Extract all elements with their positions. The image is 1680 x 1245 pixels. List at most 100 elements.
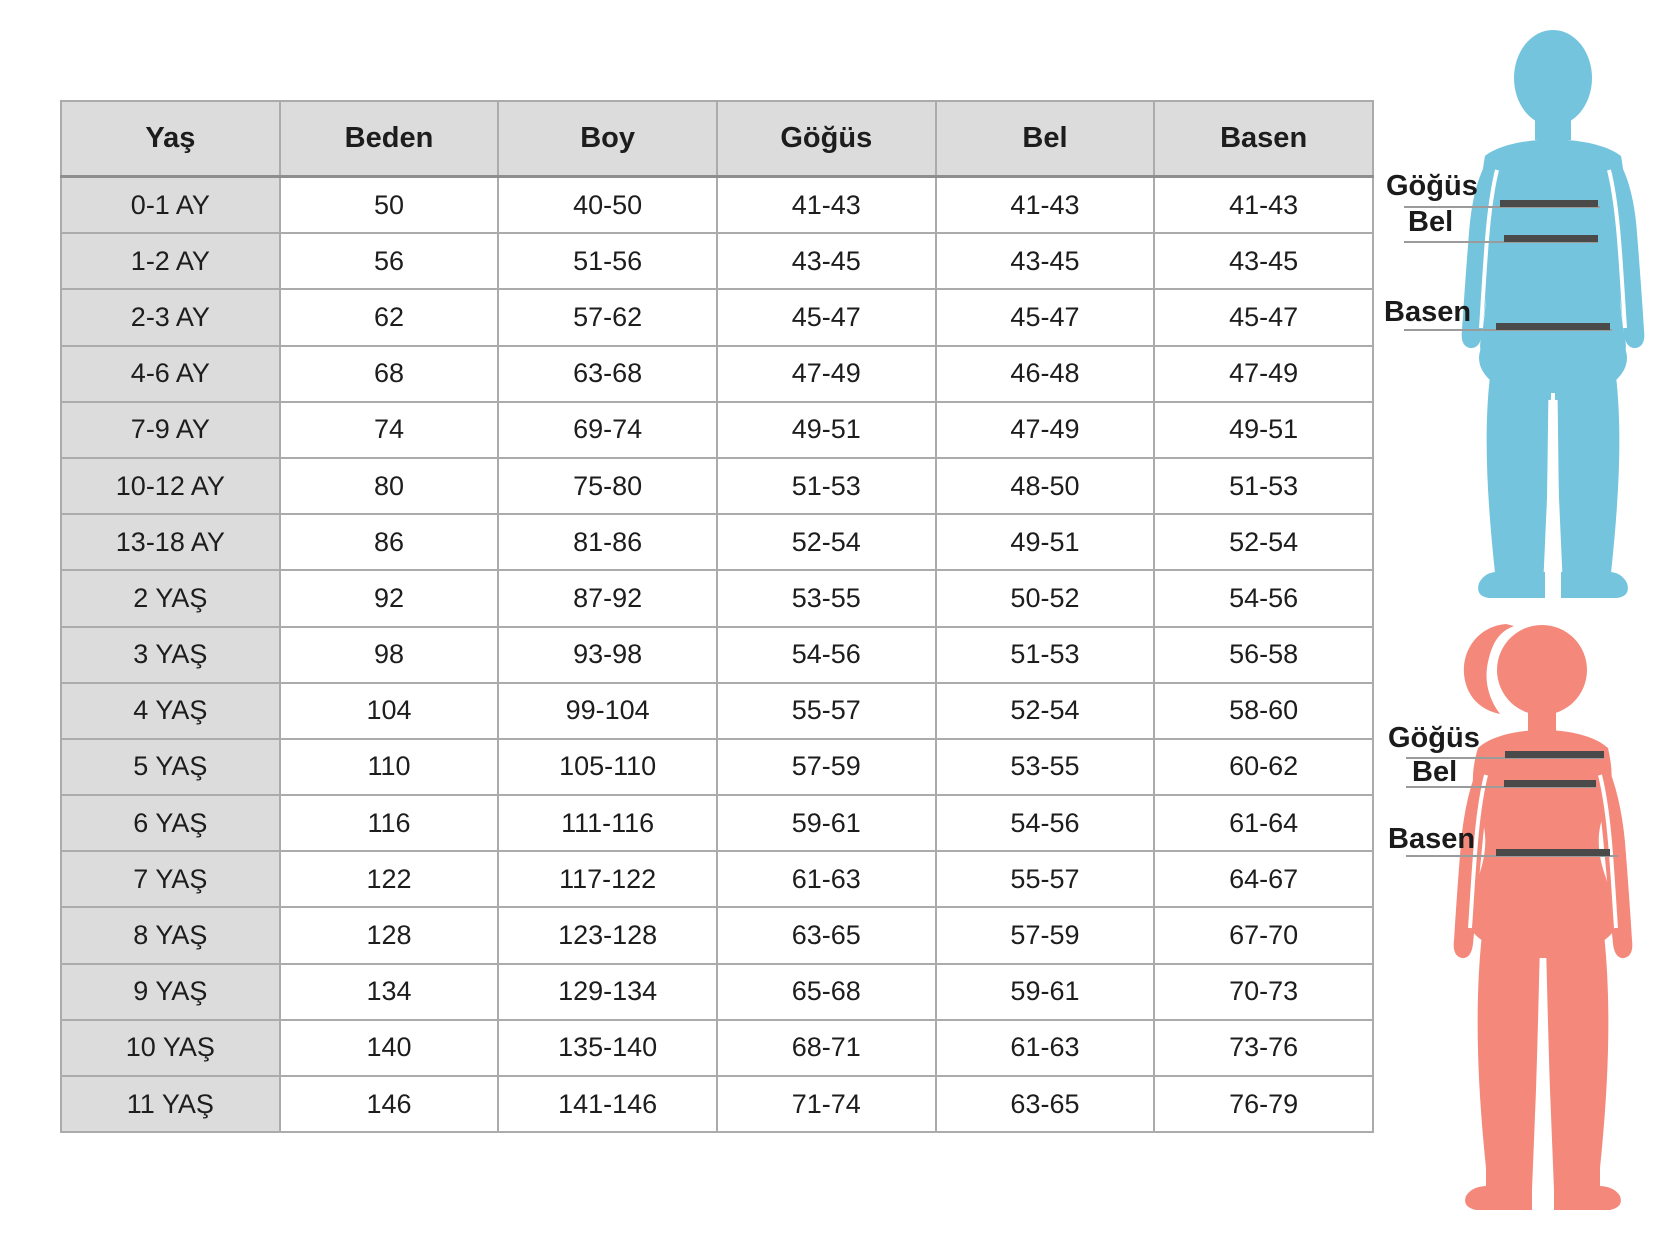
value-cell: 134 (278, 962, 500, 1021)
value-cell: 63-65 (934, 1074, 1156, 1134)
girl-chest-line (1406, 757, 1604, 759)
table-row: 2-3 AY 62 57-62 45-47 45-47 45-47 (60, 288, 1374, 347)
value-cell: 128 (278, 906, 500, 965)
value-cell: 45-47 (715, 288, 937, 347)
column-header-basen: Basen (1153, 100, 1374, 178)
row-label-cell: 5 YAŞ (60, 737, 281, 797)
value-cell: 49-51 (1153, 400, 1374, 459)
girl-head (1497, 625, 1587, 715)
value-cell: 47-49 (934, 400, 1156, 459)
boy-silhouette (1461, 30, 1645, 598)
row-label-cell: 10 YAŞ (60, 1018, 281, 1078)
value-cell: 47-49 (715, 344, 937, 403)
value-cell: 110 (278, 737, 500, 797)
value-cell: 52-54 (715, 513, 937, 572)
value-cell: 75-80 (497, 456, 718, 516)
value-cell: 49-51 (715, 400, 937, 459)
row-label-cell: 6 YAŞ (60, 794, 281, 853)
table-row: 8 YAŞ 128 123-128 63-65 57-59 67-70 (60, 906, 1374, 965)
table-row: 7 YAŞ 122 117-122 61-63 55-57 64-67 (60, 850, 1374, 909)
value-cell: 51-56 (497, 232, 718, 291)
table-row: 10 YAŞ 140 135-140 68-71 61-63 73-76 (60, 1018, 1374, 1078)
row-label-cell: 0-1 AY (60, 175, 281, 235)
girl-waist-band (1504, 780, 1596, 787)
row-label-cell: 3 YAŞ (60, 625, 281, 684)
value-cell: 141-146 (497, 1074, 718, 1134)
value-cell: 99-104 (497, 681, 718, 740)
table-row: 6 YAŞ 116 111-116 59-61 54-56 61-64 (60, 794, 1374, 853)
value-cell: 41-43 (715, 175, 937, 235)
row-label-cell: 7-9 AY (60, 400, 281, 459)
girl-hips-band (1496, 849, 1610, 856)
table-row: 3 YAŞ 98 93-98 54-56 51-53 56-58 (60, 625, 1374, 684)
size-table: Yaş Beden Boy Göğüs Bel Basen 0-1 AY 50 40… (60, 100, 1374, 1134)
value-cell: 54-56 (934, 794, 1156, 853)
value-cell: 40-50 (497, 175, 718, 235)
value-cell: 46-48 (934, 344, 1156, 403)
value-cell: 68 (278, 344, 500, 403)
row-label-cell: 4 YAŞ (60, 681, 281, 740)
value-cell: 49-51 (934, 513, 1156, 572)
value-cell: 52-54 (934, 681, 1156, 740)
value-cell: 135-140 (497, 1018, 718, 1078)
value-cell: 47-49 (1153, 344, 1374, 403)
table-row: 13-18 AY 86 81-86 52-54 49-51 52-54 (60, 513, 1374, 572)
row-label-cell: 2-3 AY (60, 288, 281, 347)
table-row: 10-12 AY 80 75-80 51-53 48-50 51-53 (60, 456, 1374, 516)
girl-hips-label: Basen (1388, 823, 1476, 855)
boy-hips-band (1496, 323, 1610, 330)
value-cell: 117-122 (497, 850, 718, 909)
girl-chest-label: Göğüs (1388, 722, 1480, 754)
value-cell: 105-110 (497, 737, 718, 797)
size-table-body: 0-1 AY 50 40-50 41-43 41-43 41-43 1-2 AY 56 51-5… (60, 175, 1374, 1134)
value-cell: 51-53 (934, 625, 1156, 684)
value-cell: 68-71 (715, 1018, 937, 1078)
girl-waist-label: Bel (1412, 756, 1458, 788)
value-cell: 92 (278, 569, 500, 628)
value-cell: 111-116 (497, 794, 718, 853)
value-cell: 54-56 (715, 625, 937, 684)
value-cell: 43-45 (934, 232, 1156, 291)
boy-chest-band (1500, 200, 1598, 207)
value-cell: 54-56 (1153, 569, 1374, 628)
value-cell: 50 (278, 175, 500, 235)
table-row: 4-6 AY 68 63-68 47-49 46-48 47-49 (60, 344, 1374, 403)
value-cell: 87-92 (497, 569, 718, 628)
boy-waist-band (1504, 235, 1598, 242)
column-header-gogus: Göğüs (715, 100, 937, 178)
value-cell: 63-68 (497, 344, 718, 403)
table-row: 1-2 AY 56 51-56 43-45 43-45 43-45 (60, 232, 1374, 291)
value-cell: 140 (278, 1018, 500, 1078)
table-row: 7-9 AY 74 69-74 49-51 47-49 49-51 (60, 400, 1374, 459)
value-cell: 51-53 (1153, 456, 1374, 516)
value-cell: 123-128 (497, 906, 718, 965)
boy-waist-line (1404, 241, 1598, 243)
value-cell: 53-55 (715, 569, 937, 628)
value-cell: 41-43 (934, 175, 1156, 235)
row-label-cell: 11 YAŞ (60, 1074, 281, 1134)
value-cell: 56 (278, 232, 500, 291)
value-cell: 67-70 (1153, 906, 1374, 965)
value-cell: 57-62 (497, 288, 718, 347)
column-header-bel: Bel (934, 100, 1156, 178)
girl-ponytail (1463, 624, 1514, 714)
value-cell: 45-47 (934, 288, 1156, 347)
value-cell: 62 (278, 288, 500, 347)
value-cell: 55-57 (715, 681, 937, 740)
value-cell: 76-79 (1153, 1074, 1374, 1134)
value-cell: 60-62 (1153, 737, 1374, 797)
value-cell: 59-61 (715, 794, 937, 853)
value-cell: 73-76 (1153, 1018, 1374, 1078)
row-label-cell: 4-6 AY (60, 344, 281, 403)
column-header-yas: Yaş (60, 100, 281, 178)
row-label-cell: 10-12 AY (60, 456, 281, 516)
row-label-cell: 1-2 AY (60, 232, 281, 291)
row-label-cell: 9 YAŞ (60, 962, 281, 1021)
column-header-boy: Boy (497, 100, 718, 178)
table-row: 2 YAŞ 92 87-92 53-55 50-52 54-56 (60, 569, 1374, 628)
boy-head (1514, 30, 1592, 126)
value-cell: 71-74 (715, 1074, 937, 1134)
value-cell: 57-59 (934, 906, 1156, 965)
table-row: 4 YAŞ 104 99-104 55-57 52-54 58-60 (60, 681, 1374, 740)
